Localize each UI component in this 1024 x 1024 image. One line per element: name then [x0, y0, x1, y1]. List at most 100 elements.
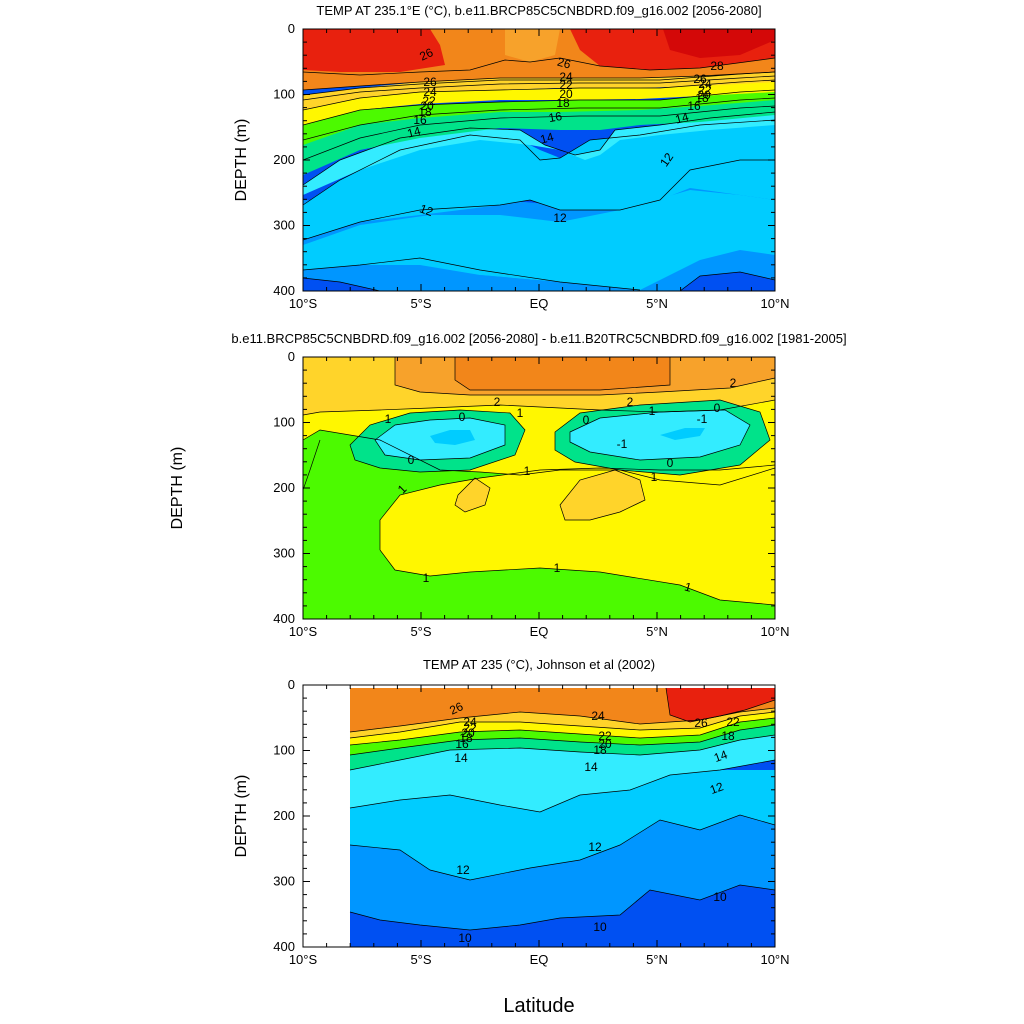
- p1-ytick-label: 100: [273, 87, 295, 102]
- p2-clab-2b: 2: [627, 395, 634, 409]
- p1-band-darkred: [663, 29, 775, 58]
- p1-band-blue-lower: [303, 250, 775, 291]
- p1-clab-24: 24: [423, 85, 437, 99]
- p2-clab-2a: 2: [494, 395, 501, 409]
- p1-clab-26a: 26: [417, 45, 435, 63]
- p1-xtick-label: 10°S: [289, 296, 318, 311]
- p1-xtick-label: 10°N: [760, 296, 789, 311]
- p2-xtick-label: 10°N: [760, 624, 789, 639]
- p3-clab-26b: 26: [694, 716, 708, 730]
- p3-clab-10a: 10: [713, 890, 727, 904]
- p1-clab-18: 18: [418, 105, 432, 119]
- p2-clab-1d: 1: [649, 404, 656, 418]
- p3-clab-12c: 12: [456, 863, 470, 877]
- p1-clab-26b: 26: [423, 75, 437, 89]
- p2-clab-1f: 1: [651, 470, 658, 484]
- p1-ylabel: DEPTH (m): [233, 119, 250, 202]
- p2-ytick-label: 100: [273, 415, 295, 430]
- p1-clab-22d: 22: [698, 83, 712, 97]
- p3-ytick-label: 300: [273, 874, 295, 889]
- p3-clab-12b: 12: [588, 840, 602, 854]
- p2-clab-1a: 1: [385, 412, 392, 426]
- p3-clab-18c: 18: [721, 729, 735, 743]
- p2-band-orange: [455, 357, 670, 390]
- p2-clab-1h: 1: [554, 561, 561, 575]
- p2-xtick-label: 5°S: [410, 624, 431, 639]
- p1-ytick-label: 400: [273, 283, 295, 298]
- p3-clab-20b: 20: [598, 737, 612, 751]
- p1-clab-12b: 12: [418, 201, 436, 219]
- p1-axes: 10°S 5°S EQ 5°N 10°N 0 100 200 300 400: [273, 21, 789, 311]
- p2-band-gold-right: [560, 470, 645, 520]
- p2-clab-0b: 0: [408, 453, 415, 467]
- p1-clab-12c: 12: [553, 211, 567, 225]
- p3-clab-22a: 22: [463, 721, 477, 735]
- p3-axes: 10°S 5°S EQ 5°N 10°N 0 100 200 300 400: [273, 677, 789, 967]
- p3-clab-18a: 18: [459, 731, 473, 745]
- p2-ylabel: DEPTH (m): [169, 447, 186, 530]
- p3-clab-14b: 14: [584, 760, 598, 774]
- p1-ytick-label: 200: [273, 152, 295, 167]
- p1-clab-16d: 16: [687, 99, 701, 113]
- p1-clab-22: 22: [422, 94, 436, 108]
- p3-ytick-label: 100: [273, 743, 295, 758]
- p1-clab-18b: 18: [556, 96, 570, 110]
- p3-clab-12a: 12: [708, 779, 726, 797]
- p3-xtick-label: 10°N: [760, 952, 789, 967]
- p1-isolines: [303, 57, 775, 291]
- panel-2-plot-area: 2 2 2 1 0 1 0 1 0 1 -1 -1 0 1 1 1 1 1 0: [303, 357, 775, 619]
- p3-ytick-label: 400: [273, 939, 295, 954]
- p1-xtick-label: EQ: [530, 296, 549, 311]
- p2-clab-2c: 2: [730, 376, 737, 390]
- p3-clab-20a: 20: [461, 726, 475, 740]
- p1-clab-26d: 26: [693, 72, 707, 86]
- p3-band-skyblue: [350, 770, 775, 880]
- p3-clab-14c: 14: [712, 747, 730, 765]
- p1-xtick-label: 5°S: [410, 296, 431, 311]
- p1-band-green: [303, 90, 775, 145]
- p2-ytick-label: 400: [273, 611, 295, 626]
- panel-1: TEMP AT 235.1°E (°C), b.e11.BRCP85C5CNBD…: [233, 3, 790, 311]
- p2-clab-m1a: -1: [617, 437, 628, 451]
- p1-clab-14: 14: [406, 124, 423, 141]
- p3-isolines: [349, 687, 775, 931]
- p2-clab-0e: 0: [714, 401, 721, 415]
- p2-clab-1i: 1: [683, 580, 693, 595]
- panel-1-title: TEMP AT 235.1°E (°C), b.e11.BRCP85C5CNBD…: [316, 3, 761, 18]
- p1-band-skyblue: [303, 190, 775, 290]
- p2-band-sky-left: [430, 430, 475, 445]
- p3-xtick-label: EQ: [530, 952, 549, 967]
- p3-clab-14a: 14: [454, 751, 468, 765]
- p2-band-sky-right: [660, 428, 705, 440]
- panel-3: TEMP AT 235 (°C), Johnson et al (2002): [233, 657, 790, 967]
- p3-clab-10b: 10: [593, 920, 607, 934]
- p3-clab-24b: 24: [591, 709, 605, 723]
- panel-1-plot-area: 26 26 24 22 20 18 16 14 26 24 22 20 18 1…: [303, 29, 775, 291]
- panel-3-title: TEMP AT 235 (°C), Johnson et al (2002): [423, 657, 655, 672]
- p2-clab-0a: 0: [459, 410, 466, 424]
- p2-ytick-label: 0: [288, 349, 295, 364]
- p1-ytick-label: 300: [273, 218, 295, 233]
- p3-xtick-label: 5°N: [646, 952, 668, 967]
- p3-ytick-label: 0: [288, 677, 295, 692]
- p3-contour-labels: 26 24 22 20 18 16 14 24 22 20 18 14 26 2…: [447, 699, 740, 945]
- p1-clab-28: 28: [710, 59, 724, 73]
- p3-clab-16a: 16: [455, 737, 469, 751]
- p2-clab-m1b: -1: [697, 412, 708, 426]
- p1-band-red-left: [303, 29, 445, 72]
- p1-band-gold: [303, 68, 775, 110]
- p2-xtick-label: 10°S: [289, 624, 318, 639]
- p2-xtick-label: EQ: [530, 624, 549, 639]
- panel-3-plot-area: 26 24 22 20 18 16 14 24 22 20 18 14 26 2…: [349, 687, 775, 947]
- p1-clab-16: 16: [413, 113, 427, 127]
- p1-clab-20b: 20: [559, 87, 573, 101]
- p3-clab-26a: 26: [447, 699, 465, 717]
- p2-ytick-label: 200: [273, 480, 295, 495]
- p2-xtick-label: 5°N: [646, 624, 668, 639]
- p1-clab-18d: 18: [695, 91, 709, 105]
- p2-clab-1b: 1: [517, 406, 524, 420]
- p1-clab-24d: 24: [698, 77, 712, 91]
- p1-clab-26c: 26: [556, 55, 573, 72]
- p2-clab-0c: 0: [583, 413, 590, 427]
- p1-band-lightorange: [505, 29, 560, 62]
